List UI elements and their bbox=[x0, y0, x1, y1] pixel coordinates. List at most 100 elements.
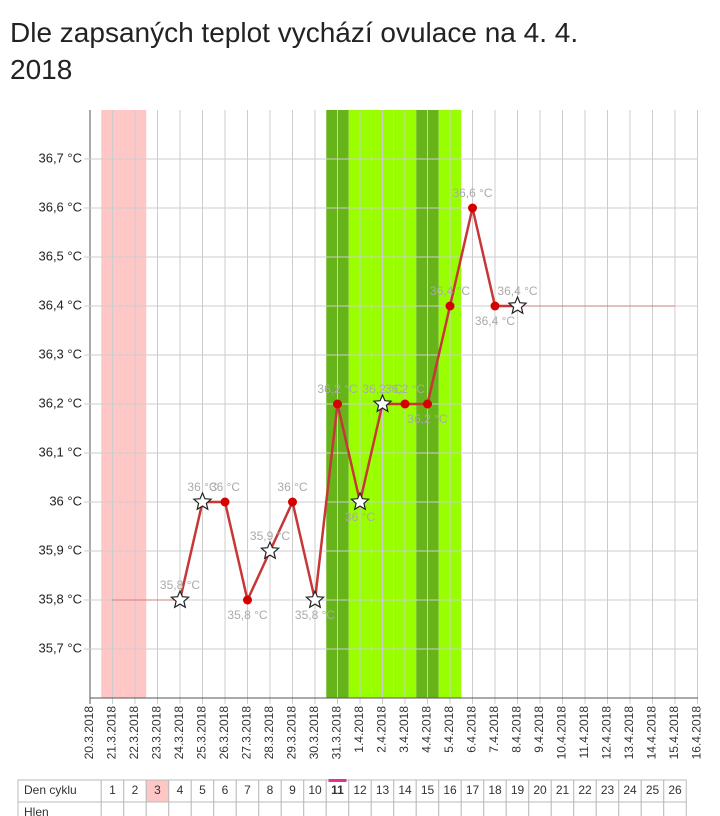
y-tick-label: 35,7 °C bbox=[38, 640, 82, 655]
table-cell bbox=[640, 801, 665, 816]
star-marker bbox=[372, 393, 393, 413]
cycle-day: 7 bbox=[244, 783, 251, 797]
value-label: 35,8 °C bbox=[160, 578, 200, 592]
cycle-day: 21 bbox=[556, 783, 570, 797]
cycle-day: 5 bbox=[199, 783, 206, 797]
x-tick-label: 10.4.2018 bbox=[555, 706, 569, 760]
x-tick-label: 15.4.2018 bbox=[667, 706, 681, 760]
table-cell bbox=[190, 801, 215, 816]
table-cell bbox=[550, 801, 575, 816]
today-marker bbox=[328, 779, 347, 782]
x-tick-label: 14.4.2018 bbox=[645, 706, 659, 760]
x-tick-label: 5.4.2018 bbox=[442, 706, 456, 753]
table-row-label: Hlen bbox=[24, 805, 49, 816]
x-tick-label: 22.3.2018 bbox=[127, 706, 141, 760]
star-marker bbox=[507, 295, 528, 315]
y-tick-label: 35,9 °C bbox=[38, 542, 82, 557]
x-tick-label: 1.4.2018 bbox=[352, 706, 366, 753]
x-tick-label: 29.3.2018 bbox=[285, 706, 299, 760]
cycle-day: 2 bbox=[132, 783, 139, 797]
x-tick-label: 27.3.2018 bbox=[240, 706, 254, 760]
dot-marker bbox=[400, 399, 410, 409]
x-tick-label: 31.3.2018 bbox=[330, 706, 344, 760]
y-tick-label: 36,4 °C bbox=[38, 297, 82, 312]
table-cell bbox=[595, 801, 620, 816]
cycle-day: 1 bbox=[109, 783, 116, 797]
dot-marker bbox=[243, 595, 252, 605]
x-tick-label: 28.3.2018 bbox=[262, 706, 276, 760]
value-label: 36,2 °C bbox=[385, 382, 425, 396]
value-label: 36,4 °C bbox=[430, 284, 470, 298]
table-cell bbox=[258, 801, 282, 816]
star-marker bbox=[304, 589, 326, 609]
x-tick-label: 16.4.2018 bbox=[690, 706, 704, 760]
temperature-line bbox=[112, 305, 675, 601]
cycle-day: 18 bbox=[488, 783, 502, 797]
value-label: 36 °C bbox=[187, 480, 217, 494]
value-label: 36,2 °C bbox=[362, 382, 402, 396]
table-cell bbox=[528, 801, 552, 816]
table-cell bbox=[280, 801, 305, 816]
cycle-day: 16 bbox=[443, 783, 457, 797]
star-marker bbox=[192, 491, 213, 511]
cycle-day: 24 bbox=[623, 783, 637, 797]
x-tick-label: 30.3.2018 bbox=[307, 706, 321, 760]
value-label: 35,8 °C bbox=[295, 608, 335, 622]
x-tick-label: 13.4.2018 bbox=[622, 706, 636, 760]
cycle-day: 14 bbox=[398, 783, 412, 797]
value-label: 35,9 °C bbox=[250, 529, 290, 543]
table-cell bbox=[123, 801, 147, 816]
x-tick-label: 6.4.2018 bbox=[465, 706, 479, 753]
dot-marker bbox=[468, 203, 477, 213]
dot-marker bbox=[445, 301, 455, 311]
value-label: 36,4 °C bbox=[497, 284, 537, 298]
dot-marker bbox=[220, 497, 230, 507]
x-tick-label: 9.4.2018 bbox=[532, 706, 546, 753]
cycle-day: 3 bbox=[154, 783, 161, 797]
y-tick-label: 36,7 °C bbox=[38, 150, 82, 165]
table-cell bbox=[213, 801, 237, 816]
star-marker bbox=[349, 491, 371, 511]
cycle-day: 25 bbox=[646, 783, 660, 797]
chart-title: Dle zapsaných teplot vychází ovulace na … bbox=[10, 17, 578, 85]
cycle-day: 10 bbox=[308, 783, 322, 797]
table-cell bbox=[348, 801, 372, 816]
y-tick-label: 36,2 °C bbox=[38, 395, 82, 410]
value-label: 36,4 °C bbox=[475, 314, 515, 328]
table-cell bbox=[325, 801, 350, 816]
cycle-day: 23 bbox=[601, 783, 615, 797]
cycle-day: 15 bbox=[421, 783, 435, 797]
value-label: 36 °C bbox=[210, 480, 240, 494]
x-tick-label: 26.3.2018 bbox=[217, 706, 231, 760]
table-cell bbox=[438, 801, 462, 816]
table-cell bbox=[303, 801, 327, 816]
cycle-day: 6 bbox=[222, 783, 229, 797]
dot-marker bbox=[423, 399, 432, 409]
x-tick-label: 24.3.2018 bbox=[172, 706, 186, 760]
table-cell bbox=[663, 801, 687, 816]
x-tick-label: 8.4.2018 bbox=[510, 706, 524, 753]
value-label: 35,8 °C bbox=[227, 608, 267, 622]
table-cell bbox=[168, 801, 192, 816]
value-label: 36,2 °C bbox=[317, 382, 357, 396]
dot-marker bbox=[490, 301, 500, 311]
table-cell bbox=[505, 801, 530, 816]
x-tick-label: 11.4.2018 bbox=[577, 706, 591, 759]
cycle-day: 4 bbox=[177, 783, 184, 797]
table-row-label: Den cyklu bbox=[24, 783, 77, 797]
table-cell bbox=[415, 801, 440, 816]
cycle-day: 22 bbox=[578, 783, 592, 797]
y-tick-label: 36,5 °C bbox=[38, 248, 82, 263]
value-label: 36,2 °C bbox=[407, 412, 447, 426]
table-cell bbox=[235, 801, 260, 816]
table-cell bbox=[393, 801, 417, 816]
table-cell bbox=[573, 801, 597, 816]
y-tick-label: 36 °C bbox=[49, 493, 82, 508]
star-marker bbox=[169, 589, 191, 609]
table-cell bbox=[100, 801, 125, 816]
x-tick-label: 23.3.2018 bbox=[150, 706, 164, 760]
x-tick-label: 20.3.2018 bbox=[82, 706, 96, 760]
cycle-day: 26 bbox=[668, 783, 682, 797]
cycle-day: 19 bbox=[511, 783, 525, 797]
cycle-day: 8 bbox=[267, 783, 274, 797]
